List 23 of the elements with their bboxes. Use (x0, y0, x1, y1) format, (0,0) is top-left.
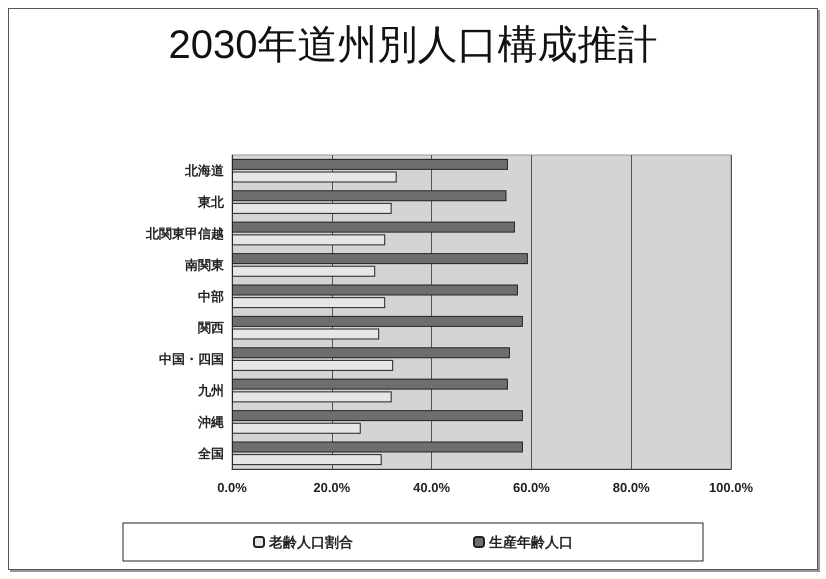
legend-label: 生産年齢人口 (488, 534, 573, 550)
x-tick-label: 40.0% (413, 480, 450, 495)
bar (232, 378, 508, 390)
y-tick-label: 南関東 (184, 257, 225, 272)
y-tick-label: 北関東甲信越 (145, 226, 224, 241)
y-tick-label: 関西 (198, 320, 224, 336)
bar (232, 222, 515, 233)
y-tick-label: 中国・四国 (159, 352, 224, 367)
y-tick-label: 北海道 (184, 163, 225, 178)
bar (232, 234, 386, 246)
x-tick-label: 20.0% (313, 480, 351, 495)
x-tick-label: 100.0% (708, 480, 754, 495)
bar (232, 391, 392, 402)
x-tick-label: 0.0% (217, 480, 248, 495)
y-tick-label: 東北 (197, 194, 225, 210)
x-tick-label: 80.0% (612, 480, 650, 495)
y-tick-label: 全国 (197, 446, 224, 461)
y-tick-label: 沖縄 (197, 414, 224, 430)
x-tick-label: 60.0% (512, 480, 550, 495)
y-tick-label: 九州 (197, 383, 224, 398)
legend-label: 老齢人口割合 (268, 534, 353, 550)
y-tick-label: 中部 (198, 288, 224, 304)
chart-title: 2030年道州別人口構成推計 (168, 23, 658, 67)
